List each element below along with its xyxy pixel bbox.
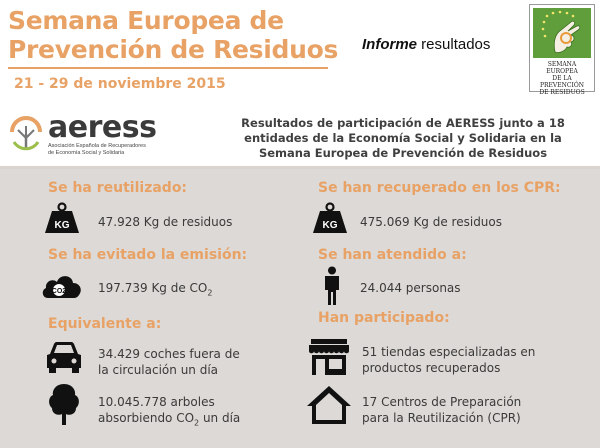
shops-value-line-1: 51 tiendas especializadas en xyxy=(362,345,536,359)
trees-value-line-2-b: un día xyxy=(199,411,241,425)
centers-value-line-2: para la Reutilización (CPR) xyxy=(362,411,521,425)
ewwr-logo: SEMANA EUROPEA DE LA PREVENCIÓN DE RESID… xyxy=(529,4,595,96)
intro-text: Resultados de participación de AERESS ju… xyxy=(214,116,592,161)
intro-line-1: Resultados de participación de AERESS ju… xyxy=(241,116,565,130)
trees-value: 10.045.778 arboles absorbiendo CO2 un dí… xyxy=(98,394,240,431)
weight-kg-label-right: KG xyxy=(323,220,338,231)
page-title: Semana Europea de Prevención de Residuos xyxy=(8,6,348,64)
report-label-em: Informe xyxy=(362,36,418,53)
ewwr-logo-text: SEMANA EUROPEA DE LA PREVENCIÓN DE RESID… xyxy=(532,61,592,96)
shops-value: 51 tiendas especializadas en productos r… xyxy=(362,344,535,376)
attended-heading: Se han atendido a: xyxy=(318,247,467,263)
car-icon xyxy=(47,342,81,373)
weight-kg-icon: KG xyxy=(45,202,79,233)
cars-value: 34.429 coches fuera de la circulación un… xyxy=(98,346,240,378)
aeress-logo-icon xyxy=(10,116,42,151)
trees-value-line-2-sub: 2 xyxy=(194,418,200,428)
trees-value-line-2: absorbiendo CO2 un día xyxy=(98,410,240,431)
co2-cloud-label: CO2 xyxy=(52,288,67,295)
centers-value-line-1: 17 Centros de Preparación xyxy=(362,395,522,409)
weight-kg-label: KG xyxy=(55,220,70,231)
band-divider xyxy=(0,166,600,169)
hand-stars-icon xyxy=(533,8,591,58)
recovered-heading: Se han recuperado en los CPR: xyxy=(318,180,561,196)
ewwr-logo-text-1: SEMANA EUROPEA xyxy=(546,61,578,75)
org-subtitle: Asociación Española de Recuperadores de … xyxy=(48,143,168,157)
reused-value: 47.928 Kg de residuos xyxy=(98,215,233,229)
intro-line-2: entidades de la Economía Social y Solida… xyxy=(244,131,562,145)
ewwr-logo-emblem xyxy=(533,8,591,58)
intro-line-3: Semana Europea de Prevención de Residuos xyxy=(258,146,548,160)
report-label: Informe resultados xyxy=(362,36,490,53)
emission-value: 197.739 Kg de CO2 xyxy=(98,280,212,301)
attended-value: 24.044 personas xyxy=(360,281,461,295)
org-name: aeress xyxy=(48,110,157,145)
trees-value-line-2-a: absorbiendo CO xyxy=(98,411,195,425)
trees-value-line-1: 10.045.778 arboles xyxy=(98,395,215,409)
participated-heading: Han participado: xyxy=(318,310,450,326)
org-subtitle-1: Asociación Española de Recuperadores xyxy=(48,143,146,149)
org-band xyxy=(0,100,600,166)
tree-icon xyxy=(49,384,79,425)
shop-icon xyxy=(309,339,349,375)
emission-heading: Se ha evitado la emisión: xyxy=(48,247,248,263)
title-divider xyxy=(8,67,328,69)
emission-value-sub: 2 xyxy=(207,288,213,298)
centers-value: 17 Centros de Preparación para la Reutil… xyxy=(362,394,521,426)
shops-value-line-2: productos recuperados xyxy=(362,361,501,375)
cars-value-line-2: la circulación un día xyxy=(98,363,219,377)
house-icon xyxy=(307,386,351,424)
report-label-rest: resultados xyxy=(417,36,491,53)
title-line-1: Semana Europea de xyxy=(8,6,284,35)
ewwr-logo-text-3: DE RESIDUOS xyxy=(539,89,585,96)
event-dates: 21 - 29 de noviembre 2015 xyxy=(14,76,226,92)
results-panel xyxy=(0,169,600,448)
cars-value-line-1: 34.429 coches fuera de xyxy=(98,347,240,361)
weight-kg-icon: KG xyxy=(313,202,347,233)
header xyxy=(0,0,600,100)
ewwr-logo-text-2: DE LA PREVENCIÓN xyxy=(539,75,585,89)
person-icon xyxy=(325,266,339,305)
reused-heading: Se ha reutilizado: xyxy=(48,180,188,196)
recovered-value: 475.069 Kg de residuos xyxy=(360,215,503,229)
emission-value-text: 197.739 Kg de CO xyxy=(98,281,208,295)
title-line-2: Prevención de Residuos xyxy=(8,35,339,64)
org-subtitle-2: de Economía Social y Solidaria xyxy=(48,150,125,156)
co2-cloud-icon: CO2 xyxy=(42,276,81,298)
equivalent-heading: Equivalente a: xyxy=(48,316,162,332)
